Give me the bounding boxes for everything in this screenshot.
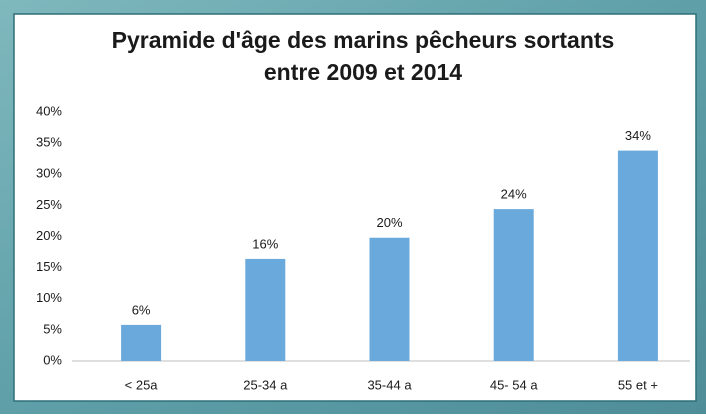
x-tick-label: 55 et +	[618, 377, 658, 392]
x-tick-label: < 25a	[125, 377, 159, 392]
chart-title: Pyramide d'âge des marins pêcheurs sorta…	[112, 27, 615, 53]
bar	[369, 237, 410, 361]
bar	[617, 150, 658, 361]
y-tick-label: 20%	[36, 228, 62, 243]
data-label: 34%	[625, 128, 651, 143]
data-label: 6%	[132, 302, 151, 317]
y-tick-label: 30%	[36, 166, 62, 181]
bar	[493, 209, 534, 361]
y-tick-label: 40%	[36, 103, 62, 118]
data-label: 16%	[252, 236, 278, 251]
data-label: 24%	[501, 187, 527, 202]
x-tick-label: 25-34 a	[243, 377, 288, 392]
bar	[121, 324, 162, 361]
y-tick-label: 35%	[36, 135, 62, 150]
x-tick-label: 45- 54 a	[490, 377, 538, 392]
y-tick-label: 15%	[36, 259, 62, 274]
chart-title: entre 2009 et 2014	[264, 59, 462, 85]
bar	[245, 258, 286, 361]
x-tick-label: 35-44 a	[367, 377, 412, 392]
y-tick-label: 25%	[36, 197, 62, 212]
y-tick-label: 5%	[43, 321, 62, 336]
y-tick-label: 10%	[36, 290, 62, 305]
y-tick-label: 0%	[43, 352, 62, 367]
data-label: 20%	[376, 215, 402, 230]
